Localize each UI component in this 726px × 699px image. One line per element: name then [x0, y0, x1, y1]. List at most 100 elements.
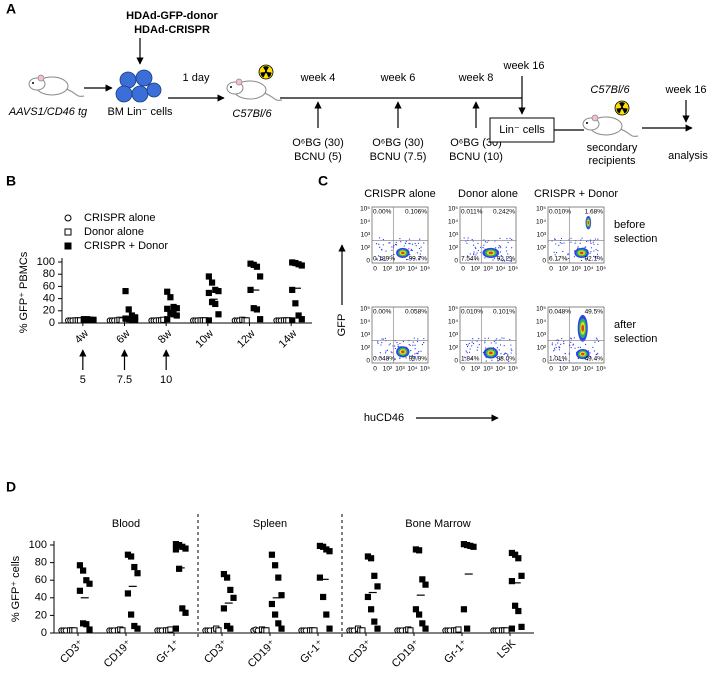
event-dot [511, 259, 513, 261]
data-point [215, 288, 222, 295]
flow-x-tick: 10³ [483, 366, 493, 373]
quadrant-percent: 92.1% [585, 256, 604, 263]
event-dot [417, 352, 419, 354]
event-dot [574, 242, 576, 244]
data-point [295, 312, 302, 319]
event-dot [553, 347, 556, 349]
event-dot [503, 353, 505, 356]
timepoint: week 8 [458, 72, 494, 84]
event-dot [397, 344, 399, 346]
event-dot [380, 356, 382, 359]
data-point [167, 626, 174, 633]
event-dot [415, 245, 417, 247]
data-point [326, 625, 333, 632]
event-dot [510, 352, 512, 354]
event-dot [484, 241, 487, 243]
event-dot [410, 248, 413, 250]
event-dot [396, 341, 398, 344]
event-dot [380, 344, 382, 346]
event-dot [474, 258, 476, 261]
event-dot [471, 341, 473, 343]
data-point [86, 626, 93, 633]
event-dot [379, 352, 381, 354]
event-dot [394, 243, 397, 246]
event-dot [476, 349, 478, 351]
flow-x-tick: 10² [383, 266, 393, 273]
x-tick-label: Gr-1⁺ [442, 638, 470, 666]
event-dot [475, 254, 477, 256]
event-dot [412, 344, 414, 346]
data-point [71, 627, 78, 634]
group-label: Spleen [253, 518, 287, 530]
mouse-icon [582, 114, 639, 137]
data-point [164, 288, 171, 295]
event-dot [496, 338, 498, 340]
data-point [76, 562, 84, 569]
event-dot [378, 243, 380, 245]
flow-y-tick: 10⁵ [448, 306, 458, 313]
event-dot [510, 344, 512, 346]
event-dot [558, 349, 560, 351]
data-point [253, 306, 261, 313]
flow-y-tick: 10² [449, 345, 459, 352]
event-dot [558, 244, 560, 246]
event-dot [500, 247, 502, 249]
event-dot [384, 337, 386, 339]
data-point [215, 627, 222, 634]
x-tick-label: CD3⁺ [58, 638, 86, 666]
panel-label: A [6, 1, 16, 17]
x-tick-label: CD19⁺ [390, 638, 423, 671]
event-dot [423, 338, 425, 340]
event-dot [419, 253, 421, 255]
quadrant-percent: 1.68% [585, 209, 604, 216]
mouse-icon [28, 74, 85, 97]
treatment: O⁶BG (30) [372, 137, 424, 149]
y-tick-label: 80 [43, 268, 55, 280]
event-dot [394, 358, 396, 360]
event-dot [594, 238, 597, 240]
flow-y-tick: 0 [454, 358, 458, 365]
flow-x-label: huCD46 [364, 412, 404, 424]
event-dot [410, 350, 412, 352]
flow-x-tick: 10³ [571, 266, 581, 273]
quadrant-percent: 0.00% [373, 209, 392, 216]
event-dot [572, 343, 575, 345]
quadrant-percent: 92.2% [497, 256, 516, 263]
event-dot [579, 346, 582, 348]
event-dot [473, 251, 475, 253]
data-point [90, 317, 97, 324]
quadrant-percent: 49.5% [585, 309, 604, 316]
flow-x-tick: 10² [471, 366, 481, 373]
event-dot [499, 339, 501, 341]
legend-label: Donor alone [84, 226, 144, 238]
event-dot [390, 351, 392, 353]
event-dot [484, 347, 487, 349]
event-dot [564, 352, 566, 355]
flow-y-tick: 10³ [361, 332, 371, 339]
event-dot [415, 352, 418, 354]
event-dot [585, 240, 588, 243]
event-dot [405, 357, 407, 359]
event-dot [382, 258, 384, 261]
data-point [455, 626, 462, 633]
event-dot [407, 258, 409, 261]
data-point [416, 547, 423, 554]
data-point [122, 288, 129, 295]
data-point [134, 625, 141, 632]
recipient: C57Bl/6 [232, 108, 272, 120]
event-dot [408, 242, 410, 244]
data-point [298, 316, 305, 323]
event-dot [511, 247, 513, 249]
event-dot [419, 256, 421, 258]
event-dot [503, 260, 506, 262]
event-dot [509, 260, 511, 262]
event-dot [495, 342, 497, 344]
data-point [289, 317, 296, 324]
mouse-icon [226, 78, 283, 101]
y-tick-label: 60 [43, 280, 55, 292]
donor-mouse: AAVS1/CD46 tg [8, 106, 88, 118]
event-dot [502, 258, 505, 260]
flow-x-tick: 10⁴ [407, 366, 417, 373]
event-dot [597, 250, 599, 252]
